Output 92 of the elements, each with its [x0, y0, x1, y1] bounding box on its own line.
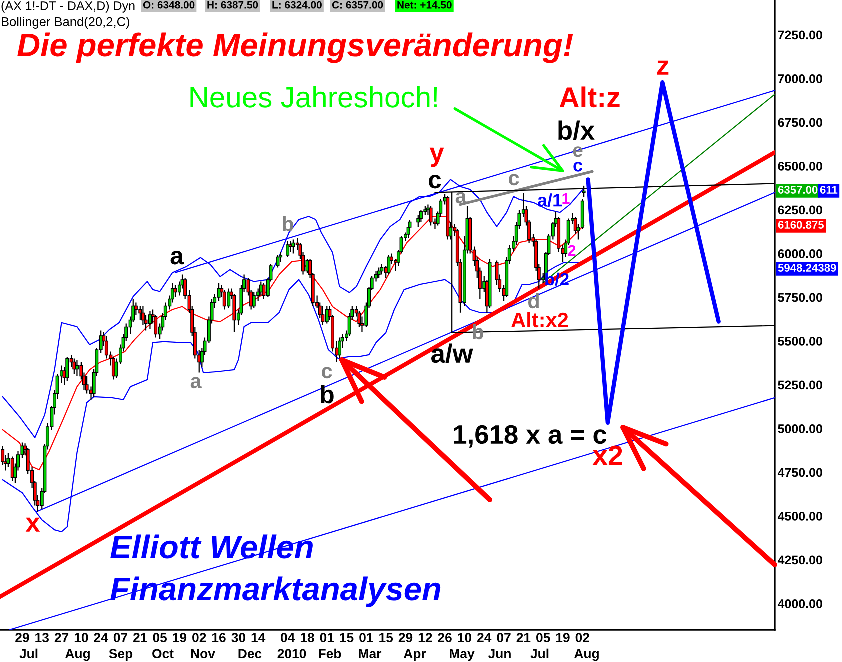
y-tick-label: 7000.00 — [778, 74, 822, 84]
y-tick-label: 6250.00 — [778, 206, 822, 215]
annotation: a — [170, 251, 184, 265]
y-tick-label: 4000.00 — [778, 600, 822, 608]
annotation: Alt:x2 — [512, 312, 568, 328]
annotation: c — [322, 367, 332, 379]
annotation: H: 6387.50 — [208, 1, 258, 9]
text: Aug — [66, 649, 90, 662]
text: Jun — [488, 649, 511, 659]
y-tick-label: 5750.00 — [778, 293, 822, 302]
x-tick-label: 15 — [380, 633, 394, 642]
x-tick-label: 02 — [192, 633, 206, 642]
text: 611 — [820, 186, 838, 194]
x-tick-label: 29 — [16, 633, 30, 642]
text: Sep — [109, 649, 133, 662]
annotation: 1 — [562, 193, 570, 204]
annotation: 2 — [568, 245, 576, 256]
annotation: (AX 1!-DT - DAX,D) Dyn — [2, 1, 135, 13]
x-tick-label: 19 — [556, 633, 570, 642]
x-tick-label: 21 — [516, 633, 531, 642]
annotation: L: 6324.00 — [272, 1, 322, 9]
x-tick-label: 21 — [134, 633, 148, 642]
annotation: c — [429, 175, 442, 189]
text: Apr — [404, 649, 426, 662]
annotation: 1,618 x a = c — [454, 425, 607, 448]
annotation: x2 — [592, 446, 622, 466]
annotation: Neues Jahreshoch! — [190, 86, 438, 108]
text: Bollinger Band(20,2,C) — [2, 17, 130, 29]
annotation: d — [528, 293, 539, 309]
x-tick-label: 19 — [173, 633, 187, 642]
x-tick-label: 07 — [114, 633, 128, 642]
annotation: x — [26, 518, 40, 532]
y-tick-label: 4500.00 — [778, 512, 822, 521]
y-tick-label: 4250.00 — [778, 556, 822, 565]
x-tick-label: 07 — [497, 633, 511, 642]
x-tick-label: 05 — [536, 633, 550, 642]
x-tick-label: 10 — [74, 633, 88, 642]
x-tick-label: 10 — [458, 633, 472, 642]
x-tick-label: 12 — [418, 633, 432, 642]
text: Dec — [238, 649, 262, 659]
text: Feb — [319, 648, 342, 659]
x-tick-label: 18 — [300, 633, 314, 642]
x-tick-label: 16 — [212, 633, 226, 642]
y-tick-label: 4750.00 — [778, 468, 822, 478]
x-tick-label: 14 — [252, 633, 266, 642]
x-tick-label: 02 — [576, 633, 590, 642]
text: Oct — [152, 649, 174, 659]
text: Nov — [191, 649, 216, 659]
x-tick-label: 04 — [281, 633, 296, 642]
y-tick-label: 5250.00 — [778, 380, 822, 390]
x-tick-label: 24 — [477, 633, 492, 642]
x-tick-label: 27 — [54, 633, 69, 642]
y-tick-label: 5000.00 — [778, 424, 822, 434]
y-tick-label: 6750.00 — [778, 118, 822, 128]
text: 5948.24389 — [778, 264, 836, 272]
annotation: a — [456, 192, 467, 204]
x-tick-label: 01 — [360, 633, 374, 642]
annotation: a — [190, 377, 202, 389]
annotation: O: 6348.00 — [143, 1, 195, 9]
annotation: C: 6357.00 — [332, 1, 384, 9]
text: Mar — [359, 649, 382, 659]
text: 6357.00 — [778, 186, 818, 194]
text: 2010 — [278, 649, 306, 659]
y-tick-label: 5500.00 — [778, 337, 822, 346]
y-tick-label: 6000.00 — [778, 250, 822, 258]
annotation: a/w — [432, 344, 474, 364]
x-tick-label: 29 — [398, 633, 413, 642]
annotation: z — [657, 60, 669, 75]
annotation: Alt:z — [560, 86, 620, 108]
annotation: y — [430, 148, 444, 168]
text: Aug — [574, 649, 599, 662]
annotation: b — [283, 216, 294, 232]
x-tick-label: 13 — [36, 633, 49, 642]
annotation: a/1 — [538, 194, 562, 208]
annotation: c — [574, 162, 582, 172]
x-tick-label: 05 — [153, 633, 168, 642]
annotation: b — [321, 385, 334, 404]
x-tick-label: 30 — [232, 633, 246, 642]
y-tick-label: 6500.00 — [778, 162, 822, 171]
annotation: b/x — [558, 120, 595, 140]
text: 6160.875 — [778, 221, 824, 229]
x-tick-label: 24 — [94, 633, 108, 642]
text: Die perfekte Meinungsveränderung! — [18, 32, 574, 64]
text: Jul — [20, 648, 38, 659]
x-tick-label: 26 — [438, 633, 452, 642]
annotation: Net: +14.50 — [398, 1, 452, 9]
text: Jul — [530, 648, 549, 659]
x-tick-label: 15 — [340, 633, 354, 642]
annotation: c — [509, 174, 520, 186]
y-tick-label: 7250.00 — [778, 30, 822, 40]
x-tick-label: 01 — [320, 633, 334, 642]
text: May — [450, 649, 475, 662]
